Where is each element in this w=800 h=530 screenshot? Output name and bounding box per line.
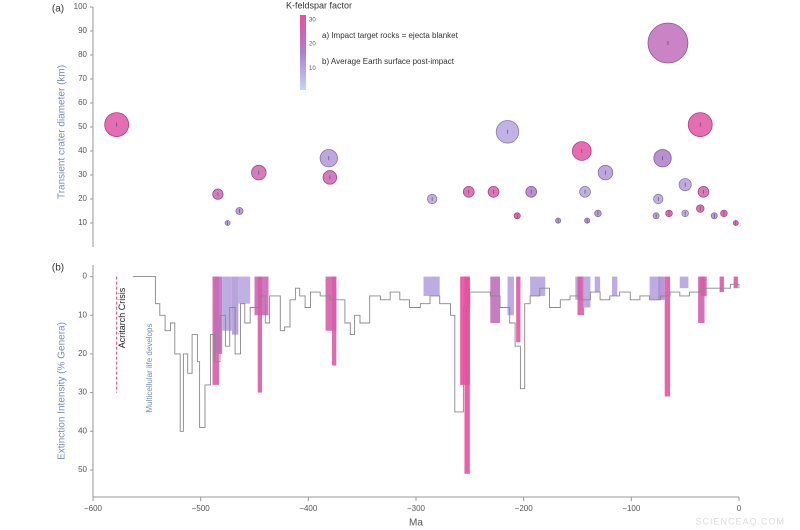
colorbar-title: K-feldspar factor (286, 0, 352, 10)
panel-label: (a) (52, 4, 64, 15)
extinction-bar (649, 276, 661, 300)
colorbar-tick-label: 20 (309, 42, 316, 48)
y-tick-label: 50 (78, 122, 87, 131)
extinction-bar (719, 276, 724, 293)
y-tick-label: 10 (78, 310, 87, 319)
y-tick-label: 30 (78, 388, 87, 397)
extinction-bar (530, 276, 546, 296)
panel-label: (b) (52, 263, 64, 274)
y-tick-label: 0 (83, 272, 88, 281)
watermark: SCIENCEAQ.COM (695, 516, 785, 526)
extinction-bar (698, 276, 705, 323)
x-tick-label: −100 (622, 504, 641, 513)
extinction-bar (577, 276, 584, 316)
y-axis-label: Extinction Intensity (% Genera) (57, 322, 68, 460)
y-tick-label: 20 (78, 349, 87, 358)
annotation: Acritarch Crisis (117, 287, 127, 348)
extinction-bar (238, 276, 251, 304)
y-tick-label: 30 (78, 170, 87, 179)
x-tick-label: −600 (84, 504, 103, 513)
extinction-bar (700, 276, 707, 296)
y-tick-label: 60 (78, 98, 87, 107)
extinction-bar (222, 276, 232, 331)
extinction-bar (594, 276, 601, 293)
extinction-bar (733, 276, 738, 289)
extinction-bar (464, 276, 470, 474)
colorbar-tick-label: 10 (309, 66, 316, 72)
y-tick-label: 40 (78, 146, 87, 155)
extinction-bar (423, 276, 440, 296)
extinction-bar (490, 276, 500, 323)
y-tick-label: 80 (78, 50, 87, 59)
y-tick-label: 100 (74, 2, 88, 11)
extinction-bar (658, 276, 665, 300)
extinction-bar (507, 276, 514, 316)
colorbar (300, 15, 306, 90)
x-axis-label: Ma (409, 518, 423, 529)
x-tick-label: 0 (737, 504, 742, 513)
y-tick-label: 90 (78, 26, 87, 35)
x-tick-label: −300 (407, 504, 426, 513)
x-tick-label: −200 (515, 504, 534, 513)
y-tick-label: 50 (78, 465, 87, 474)
extinction-bar (516, 276, 521, 343)
extinction-bar (679, 276, 689, 289)
y-tick-label: 70 (78, 74, 87, 83)
y-axis-label: Transient crater diameter (km) (57, 65, 68, 199)
extinction-bar (611, 276, 618, 296)
extinction-bar (257, 276, 263, 393)
colorbar-note: b) Average Earth surface post-impact (322, 57, 455, 66)
extinction-bar (664, 276, 671, 397)
colorbar-tick-label: 30 (309, 17, 316, 23)
y-tick-label: 40 (78, 426, 87, 435)
annotation: Multicellular life develops (145, 324, 154, 413)
extinction-bar (231, 276, 239, 335)
colorbar-note: a) Impact target rocks = ejecta blanket (322, 31, 459, 40)
x-tick-label: −500 (192, 504, 211, 513)
extinction-bar (332, 276, 337, 366)
extinction-bar (582, 276, 591, 308)
y-tick-label: 10 (78, 218, 87, 227)
y-tick-label: 20 (78, 194, 87, 203)
extinction-bar (214, 276, 223, 354)
extinction-line (132, 276, 740, 432)
x-tick-label: −400 (299, 504, 318, 513)
extinction-bar (325, 276, 337, 331)
